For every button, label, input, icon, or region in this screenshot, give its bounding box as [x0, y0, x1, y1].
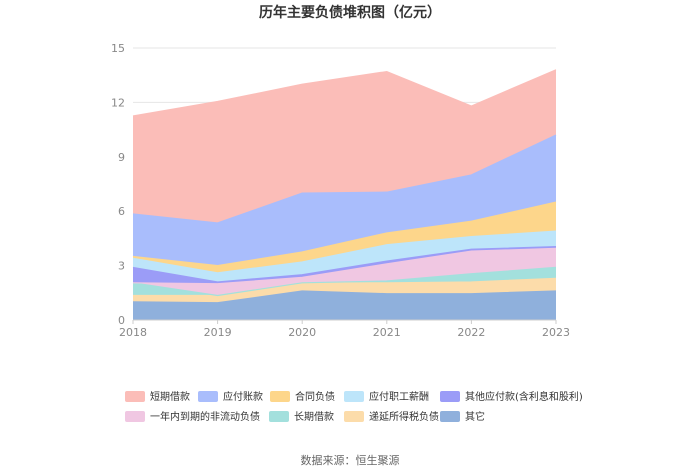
legend-item[interactable]: 递延所得税负债: [344, 410, 439, 423]
y-tick-label: 12: [111, 96, 125, 109]
y-axis: 0 3 6 9 12 15: [111, 42, 125, 327]
area-series-3: [133, 248, 556, 296]
series-line-1: [133, 277, 557, 297]
series-line-2: [132, 266, 557, 297]
legend-swatch: [270, 391, 290, 402]
x-axis: 2018 2019 2020 2021 2022 2023: [119, 319, 570, 339]
legend-item[interactable]: 合同负债: [270, 390, 335, 403]
area-series: [133, 69, 556, 320]
area-series-7: [133, 135, 556, 266]
legend-label: 合同负债: [295, 390, 335, 403]
legend-swatch: [125, 391, 145, 402]
legend-item[interactable]: 其它: [440, 410, 485, 423]
legend-item[interactable]: 应付账款: [198, 390, 263, 403]
series-line-6: [132, 201, 557, 267]
series-line-4: [132, 245, 557, 283]
x-tick-label: 2023: [542, 326, 570, 339]
legend-label: 应付职工薪酬: [369, 390, 429, 403]
legend-item[interactable]: 应付职工薪酬: [344, 390, 429, 403]
legend-label: 应付账款: [223, 390, 263, 403]
area-series-4: [133, 246, 556, 284]
series-line-5: [132, 230, 557, 274]
series-line-3: [132, 247, 557, 285]
legend-item[interactable]: 其他应付款(含利息和股利): [440, 390, 583, 403]
legend: 短期借款 应付账款 合同负债 应付职工薪酬 其他应付款(含利息和股利) 一年内到期的非流动…: [125, 390, 583, 423]
legend-label: 其他应付款(含利息和股利): [465, 390, 583, 403]
legend-swatch: [269, 411, 289, 422]
y-tick-label: 9: [118, 151, 125, 164]
legend-swatch: [125, 411, 145, 422]
x-tick-label: 2020: [288, 326, 316, 339]
series-line-7: [132, 134, 557, 224]
legend-swatch: [344, 411, 364, 422]
area-series-0: [133, 290, 556, 320]
legend-swatch: [344, 391, 364, 402]
y-tick-label: 6: [118, 205, 125, 218]
legend-label: 递延所得税负债: [369, 410, 439, 423]
series-line-0: [132, 290, 557, 304]
legend-swatch: [440, 391, 460, 402]
legend-label: 其它: [465, 410, 485, 423]
legend-swatch: [440, 411, 460, 422]
x-tick-label: 2021: [373, 326, 401, 339]
legend-item[interactable]: 长期借款: [269, 410, 334, 423]
legend-label: 短期借款: [150, 390, 190, 403]
series-line-8: [132, 69, 557, 117]
y-tick-label: 0: [118, 314, 125, 327]
source-text: 数据来源：恒生聚源: [301, 453, 400, 467]
chart-title: 历年主要负债堆积图（亿元）: [259, 4, 441, 21]
series-lines: [132, 69, 557, 304]
y-tick-label: 3: [118, 260, 125, 273]
area-series-1: [133, 278, 556, 303]
area-series-8: [133, 69, 556, 223]
x-tick-label: 2018: [119, 326, 147, 339]
area-series-5: [133, 231, 556, 282]
legend-item[interactable]: 短期借款: [125, 390, 190, 403]
legend-label: 长期借款: [294, 410, 334, 423]
legend-swatch: [198, 391, 218, 402]
legend-label: 一年内到期的非流动负债: [150, 410, 260, 423]
legend-item[interactable]: 一年内到期的非流动负债: [125, 410, 260, 423]
x-tick-label: 2019: [204, 326, 232, 339]
y-tick-label: 15: [111, 42, 125, 55]
x-tick-label: 2022: [457, 326, 485, 339]
